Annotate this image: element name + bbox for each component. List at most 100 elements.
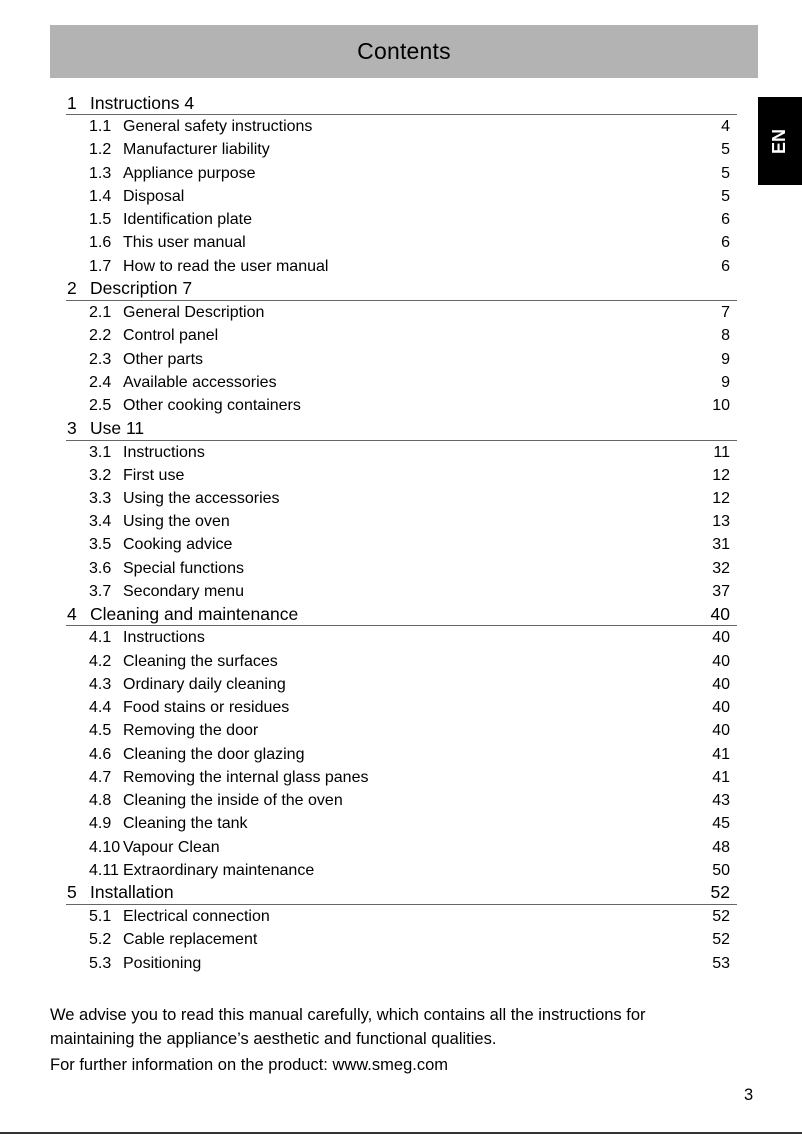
toc-entry[interactable]: 1.3 Appliance purpose 5: [66, 162, 737, 185]
toc-entry[interactable]: 1.7 How to read the user manual 6: [66, 255, 737, 278]
toc-entry[interactable]: 4.4 Food stains or residues 40: [66, 696, 737, 719]
entry-page: 48: [712, 838, 730, 856]
entry-page: 5: [721, 141, 730, 159]
entry-page: 40: [712, 629, 730, 647]
toc-entry[interactable]: 1.5 Identification plate 6: [66, 208, 737, 231]
entry-page: 5: [721, 164, 730, 182]
entry-page: 8: [721, 327, 730, 345]
toc-section-heading[interactable]: 4 Cleaning and maintenance 40: [66, 603, 737, 627]
entry-number: 1.6: [89, 234, 112, 252]
toc-entry[interactable]: 3.6 Special functions 32: [66, 557, 737, 580]
toc-entry[interactable]: 3.3 Using the accessories 12: [66, 487, 737, 510]
entry-page: 40: [712, 699, 730, 717]
entry-title: Appliance purpose: [123, 164, 256, 182]
entry-page: 50: [712, 861, 730, 879]
toc-entry[interactable]: 3.4 Using the oven 13: [66, 510, 737, 533]
toc-entry[interactable]: 5.1 Electrical connection 52: [66, 905, 737, 928]
entry-number: 4.10: [89, 838, 121, 856]
toc-section-heading[interactable]: 1 Instructions 4: [66, 92, 737, 116]
entry-page: 52: [712, 931, 730, 949]
toc-entry[interactable]: 4.5 Removing the door 40: [66, 719, 737, 742]
entry-number: 5.1: [89, 908, 112, 926]
toc-section-heading[interactable]: 2 Description 7: [66, 278, 737, 302]
toc-entry[interactable]: 2.3 Other parts 9: [66, 348, 737, 371]
entry-number: 3.7: [89, 582, 112, 600]
toc-entry[interactable]: 1.6 This user manual 6: [66, 231, 737, 254]
entry-page: 37: [712, 582, 730, 600]
table-of-contents: 1 Instructions 4 1.1 General safety instruc…: [66, 92, 737, 975]
toc-section-heading[interactable]: 3 Use 11: [66, 417, 737, 441]
entry-title: Identification plate: [123, 211, 252, 229]
toc-entry[interactable]: 4.6 Cleaning the door glazing 41: [66, 743, 737, 766]
toc-entry[interactable]: 3.7 Secondary menu 37: [66, 580, 737, 603]
section-number: 4: [67, 603, 77, 624]
entry-number: 4.2: [89, 652, 112, 670]
page-title: Contents: [357, 38, 451, 64]
toc-entry[interactable]: 1.4 Disposal 5: [66, 185, 737, 208]
toc-entry[interactable]: 4.11 Extraordinary maintenance 50: [66, 859, 737, 882]
entry-title: Manufacturer liability: [123, 141, 270, 159]
entry-page: 40: [712, 675, 730, 693]
entry-page: 6: [721, 211, 730, 229]
entry-page: 11: [713, 443, 730, 461]
section-title: Instructions 4: [90, 92, 195, 113]
toc-entry[interactable]: 2.1 General Description 7: [66, 301, 737, 324]
footer-text-line-3: For further information on the product: …: [50, 1056, 448, 1074]
toc-entry[interactable]: 4.2 Cleaning the surfaces 40: [66, 650, 737, 673]
entry-number: 1.3: [89, 164, 112, 182]
section-page: 40: [710, 603, 730, 624]
entry-page: 6: [721, 257, 730, 275]
entry-page: 41: [712, 745, 730, 763]
toc-entry[interactable]: 4.1 Instructions 40: [66, 626, 737, 649]
toc-entry[interactable]: 1.2 Manufacturer liability 5: [66, 138, 737, 161]
entry-title: Cable replacement: [123, 931, 258, 949]
entry-page: 52: [712, 908, 730, 926]
entry-number: 4.1: [89, 629, 112, 647]
entry-title: How to read the user manual: [123, 257, 329, 275]
toc-entry[interactable]: 2.2 Control panel 8: [66, 324, 737, 347]
entry-page: 12: [712, 466, 730, 484]
entry-page: 9: [721, 373, 730, 391]
entry-page: 4: [721, 118, 730, 136]
entry-page: 41: [712, 768, 730, 786]
entry-title: General safety instructions: [123, 118, 313, 136]
entry-title: Cooking advice: [123, 536, 233, 554]
toc-entry[interactable]: 3.2 First use 12: [66, 464, 737, 487]
entry-page: 53: [712, 954, 730, 972]
entry-number: 4.11: [89, 861, 119, 879]
toc-entry[interactable]: 4.3 Ordinary daily cleaning 40: [66, 673, 737, 696]
toc-entry[interactable]: 4.10 Vapour Clean 48: [66, 836, 737, 859]
language-label: EN: [769, 128, 790, 154]
toc-entry[interactable]: 5.2 Cable replacement 52: [66, 928, 737, 951]
entry-page: 31: [712, 536, 730, 554]
entry-number: 1.2: [89, 141, 112, 159]
section-number: 2: [67, 278, 77, 299]
toc-entry[interactable]: 1.1 General safety instructions 4: [66, 115, 737, 138]
entry-page: 9: [721, 350, 730, 368]
toc-section-heading[interactable]: 5 Installation 52: [66, 882, 737, 906]
toc-entry[interactable]: 5.3 Positioning 53: [66, 952, 737, 975]
toc-entry[interactable]: 2.5 Other cooking containers 10: [66, 394, 737, 417]
entry-title: Cleaning the door glazing: [123, 745, 305, 763]
toc-entry[interactable]: 4.8 Cleaning the inside of the oven 43: [66, 789, 737, 812]
entry-title: Removing the internal glass panes: [123, 768, 369, 786]
entry-page: 32: [712, 559, 730, 577]
toc-entry[interactable]: 4.9 Cleaning the tank 45: [66, 812, 737, 835]
toc-entry[interactable]: 4.7 Removing the internal glass panes 41: [66, 766, 737, 789]
entry-number: 3.4: [89, 513, 112, 531]
entry-number: 2.3: [89, 350, 112, 368]
section-title: Description 7: [90, 278, 193, 299]
section-number: 1: [67, 92, 77, 113]
entry-number: 4.7: [89, 768, 112, 786]
toc-entry[interactable]: 3.1 Instructions 11: [66, 441, 737, 464]
entry-number: 4.6: [89, 745, 112, 763]
entry-page: 12: [712, 489, 730, 507]
toc-entry[interactable]: 3.5 Cooking advice 31: [66, 533, 737, 556]
entry-title: Other parts: [123, 350, 204, 368]
entry-page: 6: [721, 234, 730, 252]
entry-number: 3.2: [89, 466, 112, 484]
entry-page: 40: [712, 652, 730, 670]
entry-title: Food stains or residues: [123, 699, 290, 717]
section-title: Use 11: [90, 417, 145, 438]
toc-entry[interactable]: 2.4 Available accessories 9: [66, 371, 737, 394]
